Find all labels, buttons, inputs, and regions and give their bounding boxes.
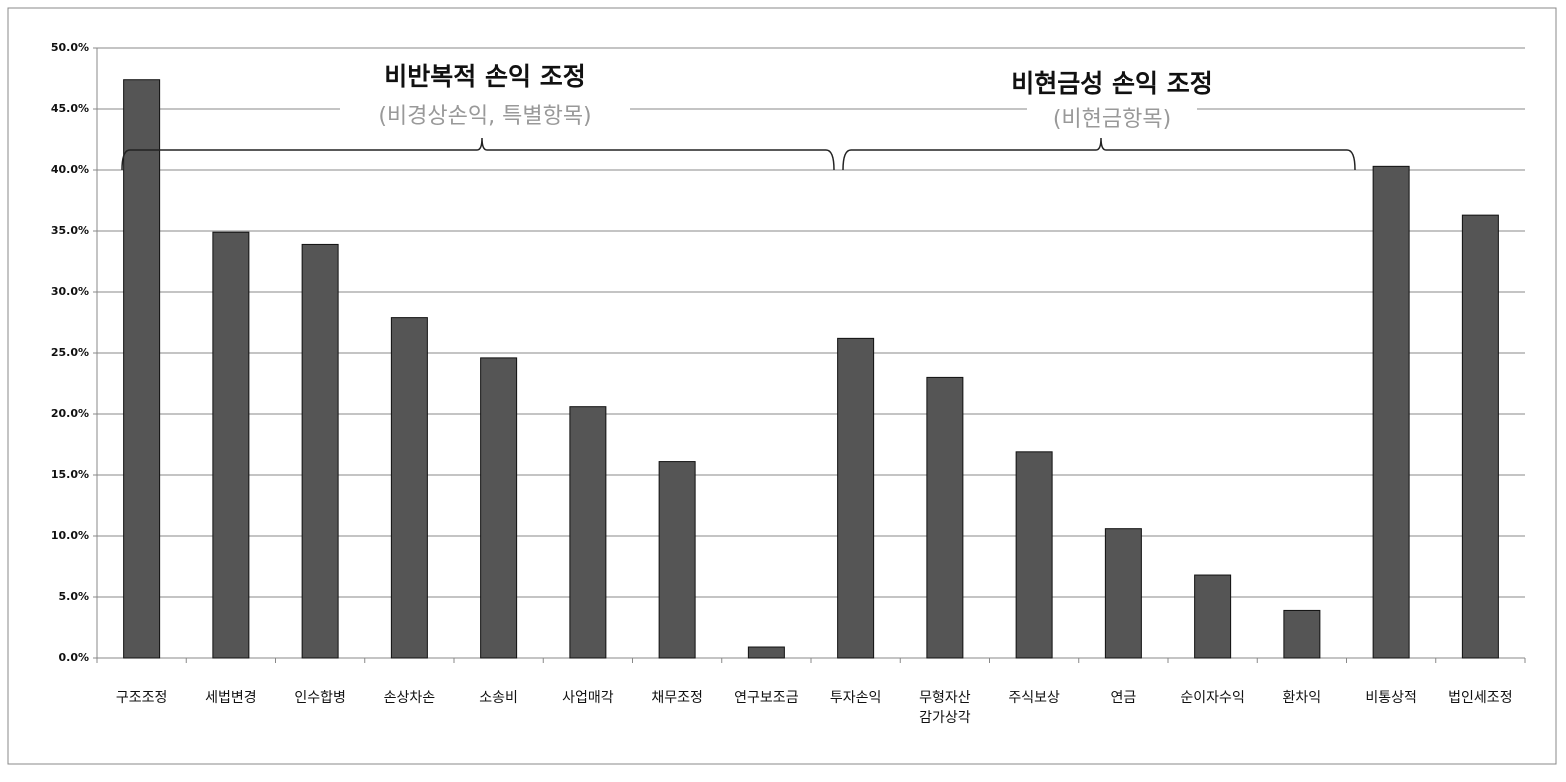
bar — [1372, 165, 1410, 659]
y-tick-label: 15.0% — [51, 468, 89, 481]
x-tick-label: 연구보조금 — [734, 690, 799, 706]
label-background — [330, 60, 640, 96]
bar — [1283, 609, 1321, 659]
y-tick-label: 10.0% — [51, 529, 89, 542]
label-background — [917, 67, 1307, 103]
bar — [1104, 528, 1142, 659]
label-background — [340, 101, 630, 133]
bar — [212, 231, 250, 659]
x-tick-label: 무형자산 감가상각 — [919, 690, 971, 726]
bar — [837, 337, 875, 659]
bar — [1461, 214, 1499, 659]
y-tick-label: 25.0% — [51, 346, 89, 359]
y-tick-label: 0.0% — [58, 651, 89, 664]
x-tick-label: 투자손익 — [830, 690, 882, 706]
x-tick-label: 주식보상 — [1008, 690, 1060, 706]
label-background — [1027, 104, 1197, 136]
x-tick-label: 소송비 — [479, 690, 518, 706]
y-tick-label: 30.0% — [51, 285, 89, 298]
x-tick-label: 손상차손 — [384, 690, 436, 706]
group-brace — [842, 137, 1356, 171]
x-tick-label: 환차익 — [1283, 690, 1322, 706]
bar — [926, 376, 964, 659]
bar — [1015, 451, 1053, 659]
bar — [1194, 574, 1232, 659]
x-tick-label: 인수합병 — [294, 690, 346, 706]
group-title: 비반복적 손익 조정 — [384, 62, 585, 91]
x-tick-label: 순이자수익 — [1180, 690, 1244, 706]
bar — [480, 357, 518, 659]
x-tick-label: 채무조정 — [651, 690, 703, 706]
bar — [390, 317, 428, 659]
bar — [658, 461, 696, 659]
x-tick-label: 비통상적 — [1365, 690, 1417, 706]
group-subtitle: (비경상손익, 특별항목) — [378, 104, 591, 129]
bar — [123, 79, 161, 659]
bar — [747, 646, 785, 659]
x-tick-label: 연금 — [1110, 690, 1136, 706]
y-tick-label: 50.0% — [51, 41, 89, 54]
group-brace — [121, 137, 835, 171]
group-subtitle: (비현금항목) — [1053, 107, 1171, 132]
x-tick-label: 구조조정 — [116, 690, 168, 706]
x-tick-label: 사업매각 — [562, 690, 614, 706]
y-tick-label: 45.0% — [51, 102, 89, 115]
bar — [301, 243, 339, 659]
y-tick-label: 35.0% — [51, 224, 89, 237]
y-tick-label: 40.0% — [51, 163, 89, 176]
y-tick-label: 20.0% — [51, 407, 89, 420]
y-tick-label: 5.0% — [58, 590, 89, 603]
group-title: 비현금성 손익 조정 — [1011, 69, 1212, 98]
x-tick-label: 세법변경 — [205, 690, 257, 706]
bar — [569, 406, 607, 659]
x-tick-label: 법인세조정 — [1448, 690, 1512, 706]
